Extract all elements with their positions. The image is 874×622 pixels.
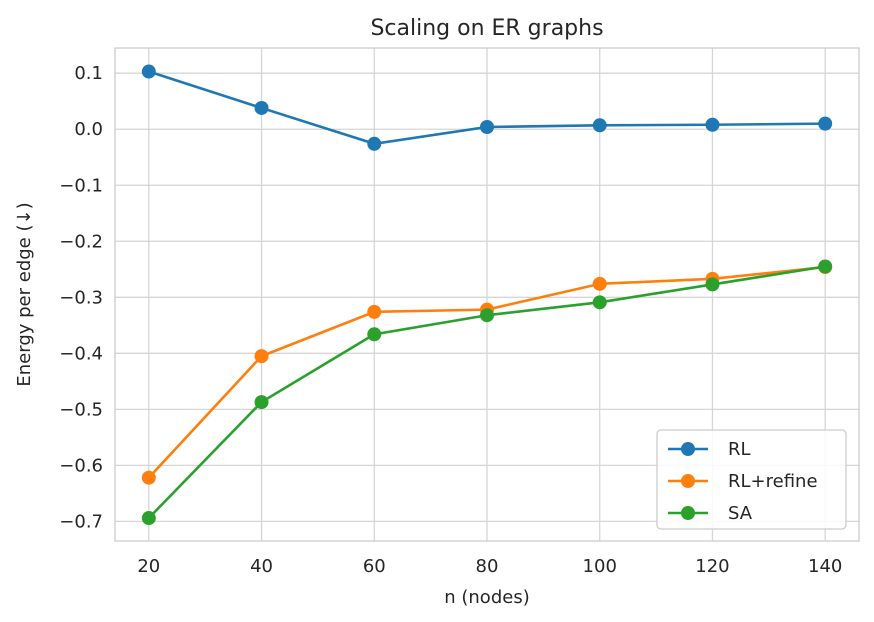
y-tick-label: −0.7 [59,511,103,532]
data-point [592,118,607,133]
x-tick-label: 40 [250,556,273,577]
y-tick-label: 0.1 [74,63,103,84]
x-tick-label: 80 [476,556,499,577]
x-tick-label: 20 [137,556,160,577]
chart-title: Scaling on ER graphs [370,16,603,41]
legend-item: SA [668,503,753,524]
x-tick-label: 120 [695,556,729,577]
data-point [367,327,382,342]
data-point [705,277,720,292]
data-point [141,470,156,485]
y-tick-label: −0.4 [59,343,103,364]
y-tick-labels: 0.1 0.0 −0.1 −0.2 −0.3 −0.4 −0.5 −0.6 −0.7 [59,63,103,532]
y-tick-label: −0.2 [59,231,103,252]
legend: RL RL+refine SA [656,429,847,530]
data-point [705,117,720,132]
legend-box [656,429,847,530]
data-point [254,395,269,410]
y-tick-label: −0.5 [59,399,103,420]
y-tick-label: −0.6 [59,455,103,476]
series-sa [141,259,833,526]
y-axis-label: Energy per edge (↓) [14,202,35,386]
legend-swatch-marker [681,474,695,488]
data-point [254,349,269,364]
x-tick-labels: 20 40 60 80 100 120 140 [137,556,842,577]
data-point [480,308,494,323]
y-tick-label: −0.3 [59,287,103,308]
legend-label: RL+refine [728,471,818,492]
legend-item: RL [668,439,751,460]
x-tick-label: 100 [583,556,617,577]
legend-label: SA [728,503,753,524]
y-tick-label: 0.0 [74,119,103,140]
y-tick-label: −0.1 [59,175,103,196]
data-point [367,136,382,151]
plot-frame [114,47,860,542]
legend-swatch-marker [681,506,695,520]
series-rl [141,64,833,151]
legend-swatch-marker [681,442,695,456]
data-point [592,276,607,291]
legend-item: RL+refine [668,471,818,492]
data-point [141,511,156,526]
data-point [254,100,269,115]
data-point [592,295,607,310]
data-point [367,304,382,319]
series-lines [141,64,833,526]
x-tick-label: 60 [363,556,386,577]
data-point [818,259,833,274]
data-point [818,116,833,131]
x-axis-label: n (nodes) [444,587,529,608]
legend-label: RL [728,439,751,460]
x-tick-label: 140 [808,556,842,577]
data-point [480,119,494,134]
data-point [141,64,156,79]
